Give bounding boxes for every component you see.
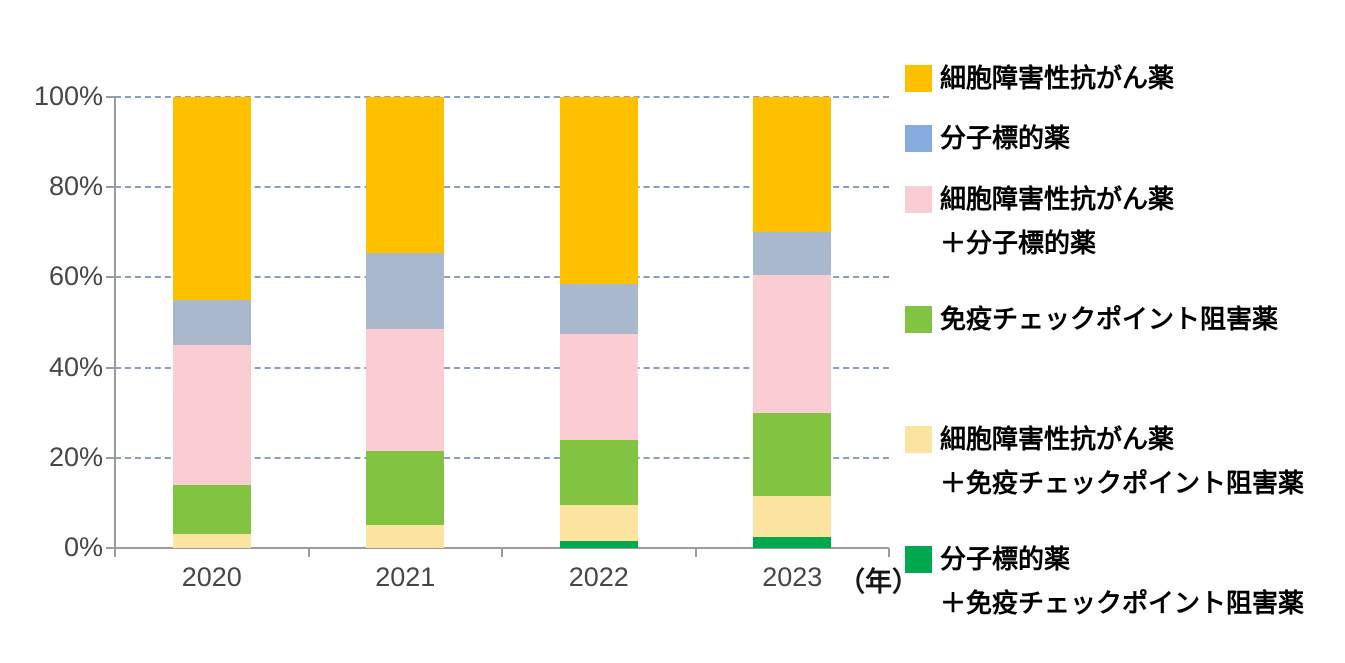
bar-segment [172,345,251,485]
bar-segment [559,505,638,542]
legend-swatch [905,426,932,453]
bar-segment [559,541,638,548]
bar-segment [172,534,251,548]
x-axis-label: 2022 [568,562,629,592]
bar-segment [366,451,445,526]
x-axis-line [107,547,889,549]
bar-segment [366,525,445,548]
y-axis-tick [106,276,115,279]
legend-label: 細胞障害性抗がん薬 [940,184,1175,214]
y-axis-tick [106,96,115,98]
legend-label-line2: ＋免疫チェックポイント阻害薬 [940,588,1305,618]
y-axis-tick-label: 80% [48,171,103,202]
y-axis-tick [106,456,115,459]
legend-swatch [905,306,932,333]
legend-label-line2: ＋分子標的薬 [940,228,1097,258]
y-axis-tick-label: 60% [48,261,103,292]
bar-segment [366,329,445,452]
bar-segment [559,97,638,285]
gridline-20 [115,456,889,459]
legend-label-line2: ＋免疫チェックポイント阻害薬 [940,468,1305,498]
bar-segment [559,439,638,506]
bar-segment [172,484,251,535]
y-axis-line [114,97,116,548]
gridline-40 [115,366,889,369]
bar-segment [753,496,832,537]
bar-segment [753,97,832,233]
y-axis-tick-label: 40% [48,351,103,382]
bar-segment [753,412,832,497]
y-axis-tick [106,366,115,369]
bar-segment [753,536,832,548]
x-axis-tick [888,548,890,557]
bar-segment [559,284,638,334]
legend-label: 分子標的薬 [940,544,1071,574]
x-axis-label: 2020 [181,562,242,592]
legend-label: 細胞障害性抗がん薬 [940,63,1175,93]
x-axis-tick [307,548,310,557]
x-axis-label: 2021 [375,562,436,592]
legend-swatch [905,186,932,213]
bar-segment [366,252,445,330]
x-axis-tick [694,548,697,557]
legend-swatch [905,125,932,152]
bar-segment [753,275,832,413]
legend-swatch [905,65,932,92]
bar-segment [559,333,638,440]
x-axis-tick [114,548,116,557]
gridline-100 [115,96,889,98]
legend-label: 細胞障害性抗がん薬 [940,424,1175,454]
legend-swatch [905,546,932,573]
gridline-80 [115,186,889,189]
bar-segment [366,97,445,253]
bar-segment [172,97,251,300]
bar-segment [172,299,251,346]
bar-segment [753,232,832,276]
y-axis-tick-label: 20% [48,441,103,472]
legend-label: 分子標的薬 [940,123,1071,153]
x-axis-tick [501,548,503,557]
y-axis-tick-label: 100% [33,81,103,111]
legend-label: 免疫チェックポイント阻害薬 [940,304,1279,334]
x-axis-label: 2023 [762,562,823,592]
gridline-60 [115,276,889,279]
y-axis-tick-label: 0% [63,532,103,562]
y-axis-tick [106,186,115,189]
